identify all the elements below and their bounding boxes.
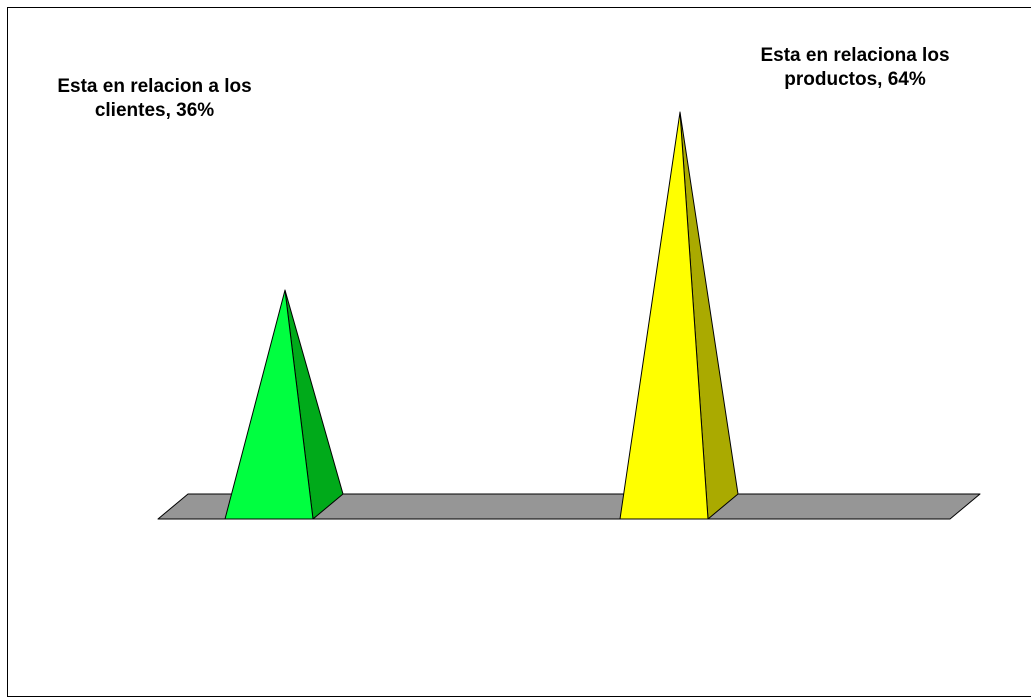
data-label-productos: Esta en relaciona los productos, 64%	[760, 45, 950, 90]
pyramid-front-0	[224, 289, 314, 520]
pyramid-chart	[157, 111, 981, 520]
pyramid-series	[224, 111, 739, 520]
chart-area	[7, 7, 1031, 697]
data-label-clientes: Esta en relacion a los clientes, 36%	[57, 76, 252, 121]
pyramid-front-1	[619, 111, 709, 520]
